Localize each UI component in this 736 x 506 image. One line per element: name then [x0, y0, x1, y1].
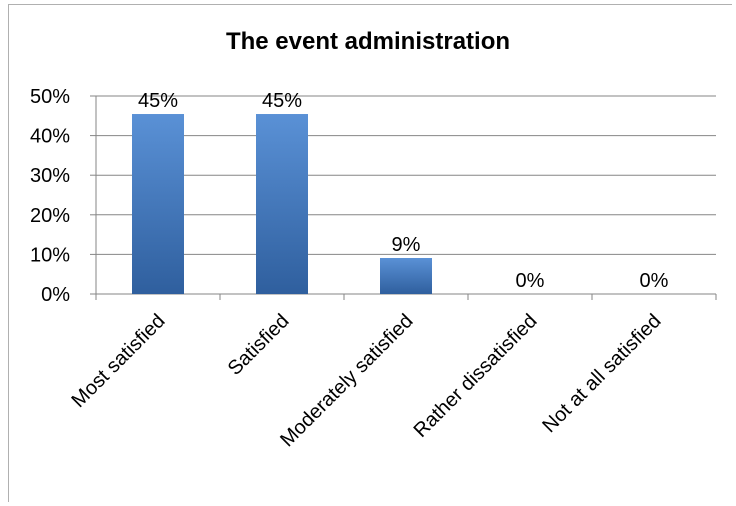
data-label: 9%	[392, 234, 421, 256]
y-tick-label: 50%	[30, 86, 70, 108]
chart-frame	[8, 4, 732, 502]
chart-title: The event administration	[225, 28, 511, 55]
y-tick-label: 0%	[41, 284, 70, 306]
x-category-label: Most satisfied	[68, 310, 170, 412]
y-tick-label: 30%	[30, 165, 70, 187]
y-tick-label: 20%	[30, 205, 70, 227]
bar-moderately-satisfied	[380, 258, 432, 294]
x-category-label: Not at all satisfied	[538, 310, 665, 437]
labels: 0% 10% 20% 30% 40% 50% 45% Most satisfied 45% Sat…	[30, 86, 669, 451]
grid-lines	[96, 95, 716, 255]
x-category-label: Moderately satisfied	[276, 310, 417, 451]
data-label: 45%	[138, 90, 178, 112]
y-tick-label: 10%	[30, 244, 70, 266]
bars	[132, 114, 432, 294]
data-label: 45%	[262, 90, 302, 112]
data-label: 0%	[640, 270, 669, 292]
x-category-label: Satisfied	[224, 310, 294, 380]
y-tick-label: 40%	[30, 126, 70, 148]
bar-most-satisfied	[132, 114, 184, 294]
data-label: 0%	[516, 270, 545, 292]
x-category-label: Rather dissatisfied	[410, 310, 542, 442]
bar-satisfied	[256, 114, 308, 294]
